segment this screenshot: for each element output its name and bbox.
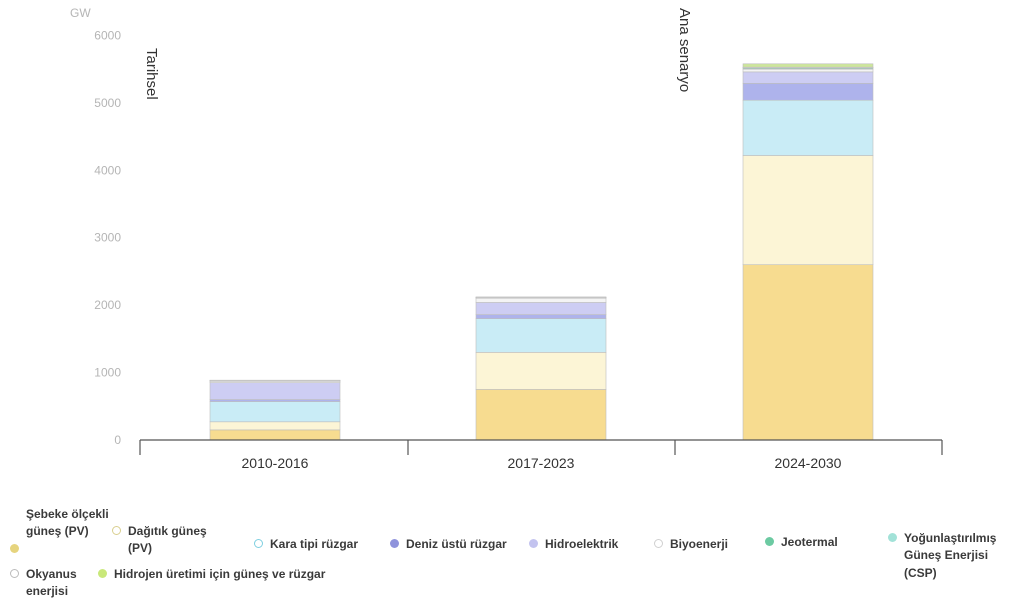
legend-swatch	[98, 569, 107, 578]
bar-segment	[209, 429, 341, 441]
legend-swatch	[390, 539, 399, 548]
bar-segment	[475, 318, 607, 353]
legend: Şebeke ölçekli güneş (PV) Dağıtık güneş …	[0, 500, 1015, 605]
legend-swatch	[10, 569, 19, 578]
bar-segment	[209, 399, 341, 402]
legend-item-onshore-wind: Kara tipi rüzgar	[254, 536, 358, 553]
bar-segment	[209, 379, 341, 382]
chart-area: GW 0 1000 2000 3000 4000 5000 6000 2010-2016 20…	[70, 6, 943, 471]
legend-label: Kara tipi rüzgar	[270, 537, 359, 551]
bar-segment	[742, 99, 874, 156]
y-tick-label: 5000	[94, 96, 121, 110]
bar-segment	[209, 401, 341, 423]
legend-swatch	[254, 539, 263, 548]
legend-label: Jeotermal	[781, 535, 838, 549]
legend-swatch	[654, 539, 663, 548]
bar-segment	[475, 352, 607, 390]
legend-label: Deniz üstü rüzgar	[406, 537, 507, 551]
y-tick-label: 4000	[94, 163, 121, 177]
category-label: 2024-2030	[775, 455, 842, 471]
bar-segment	[209, 382, 341, 400]
bar-segment	[209, 421, 341, 431]
bar-segment	[742, 63, 874, 68]
legend-label: Hidrojen üretimi için güneş ve rüzgar	[114, 567, 326, 581]
legend-item-ocean: Okyanus enerjisi	[10, 566, 100, 601]
category-label: 2017-2023	[508, 455, 575, 471]
bar-segment	[742, 71, 874, 84]
legend-item-geothermal: Jeotermal	[765, 534, 838, 551]
y-tick-label: 6000	[94, 28, 121, 42]
bars	[209, 63, 874, 441]
legend-item-utility-pv: Şebeke ölçekli güneş (PV)	[10, 506, 110, 553]
bar-segment	[742, 264, 874, 441]
legend-item-csp: Yoğunlaştırılmış Güneş Enerjisi (CSP)	[888, 530, 1013, 582]
legend-label: Biyoenerji	[670, 537, 729, 551]
bar-segment	[475, 314, 607, 319]
legend-item-offshore-wind: Deniz üstü rüzgar	[390, 536, 507, 553]
legend-swatch	[10, 544, 19, 553]
legend-item-hydrogen: Hidrojen üretimi için güneş ve rüzgar	[98, 566, 325, 583]
unit-label: GW	[70, 6, 91, 20]
legend-swatch	[112, 526, 121, 535]
y-tick-label: 0	[114, 433, 121, 447]
bar-segment	[742, 155, 874, 266]
y-tick-label: 2000	[94, 298, 121, 312]
legend-item-hydro: Hidroelektrik	[529, 536, 618, 553]
y-tick-label: 1000	[94, 366, 121, 380]
legend-label: Okyanus enerjisi	[26, 567, 77, 599]
scenario-annotation: Ana senaryo	[676, 8, 693, 92]
legend-label: Dağıtık güneş (PV)	[128, 524, 207, 556]
category-labels: 2010-2016 2017-2023 2024-2030	[242, 455, 842, 471]
legend-item-bioenergy: Biyoenerji	[654, 536, 728, 553]
legend-swatch	[529, 539, 538, 548]
legend-label: Hidroelektrik	[545, 537, 619, 551]
y-axis-ticks: 0 1000 2000 3000 4000 5000 6000	[94, 28, 121, 447]
bar-segment	[475, 389, 607, 441]
legend-swatch	[888, 533, 897, 542]
legend-label: Yoğunlaştırılmış Güneş Enerjisi (CSP)	[904, 531, 997, 580]
bar-segment	[742, 68, 874, 73]
y-tick-label: 3000	[94, 231, 121, 245]
legend-item-distributed-pv: Dağıtık güneş (PV)	[112, 523, 222, 558]
bar-segment	[742, 83, 874, 101]
bar-segment	[475, 302, 607, 315]
historical-annotation: Tarihsel	[143, 48, 160, 100]
legend-label: Şebeke ölçekli güneş (PV)	[26, 507, 109, 539]
category-label: 2010-2016	[242, 455, 309, 471]
legend-swatch	[765, 537, 774, 546]
bar-segment	[475, 296, 607, 299]
